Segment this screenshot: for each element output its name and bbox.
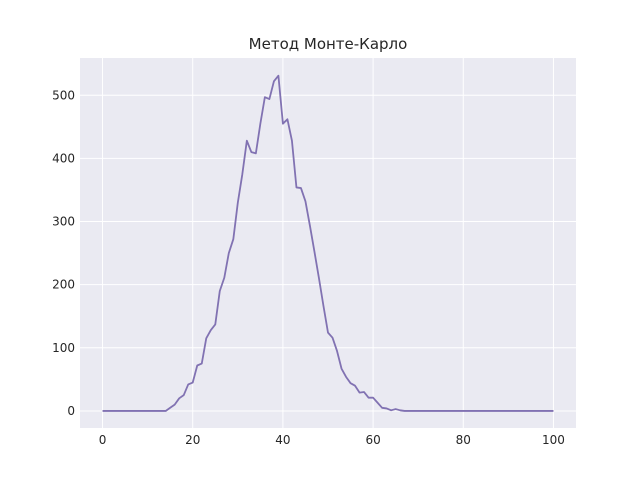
x-axis-ticks: 0 20 40 60 80 100 (99, 433, 565, 447)
x-tick-label: 100 (542, 433, 565, 447)
x-tick-label: 80 (456, 433, 471, 447)
x-tick-label: 40 (275, 433, 290, 447)
y-tick-label: 0 (67, 404, 75, 418)
y-tick-label: 100 (52, 341, 75, 355)
y-tick-label: 200 (52, 278, 75, 292)
x-tick-label: 60 (365, 433, 380, 447)
chart-title: Метод Монте-Карло (249, 35, 408, 53)
x-tick-label: 20 (185, 433, 200, 447)
y-tick-label: 400 (52, 151, 75, 165)
y-axis-ticks: 0 100 200 300 400 500 (52, 88, 75, 418)
x-tick-label: 0 (99, 433, 107, 447)
y-tick-label: 500 (52, 88, 75, 102)
series-line (102, 74, 554, 412)
series-layer (102, 74, 554, 412)
plot-area (80, 58, 576, 428)
y-tick-label: 300 (52, 215, 75, 229)
